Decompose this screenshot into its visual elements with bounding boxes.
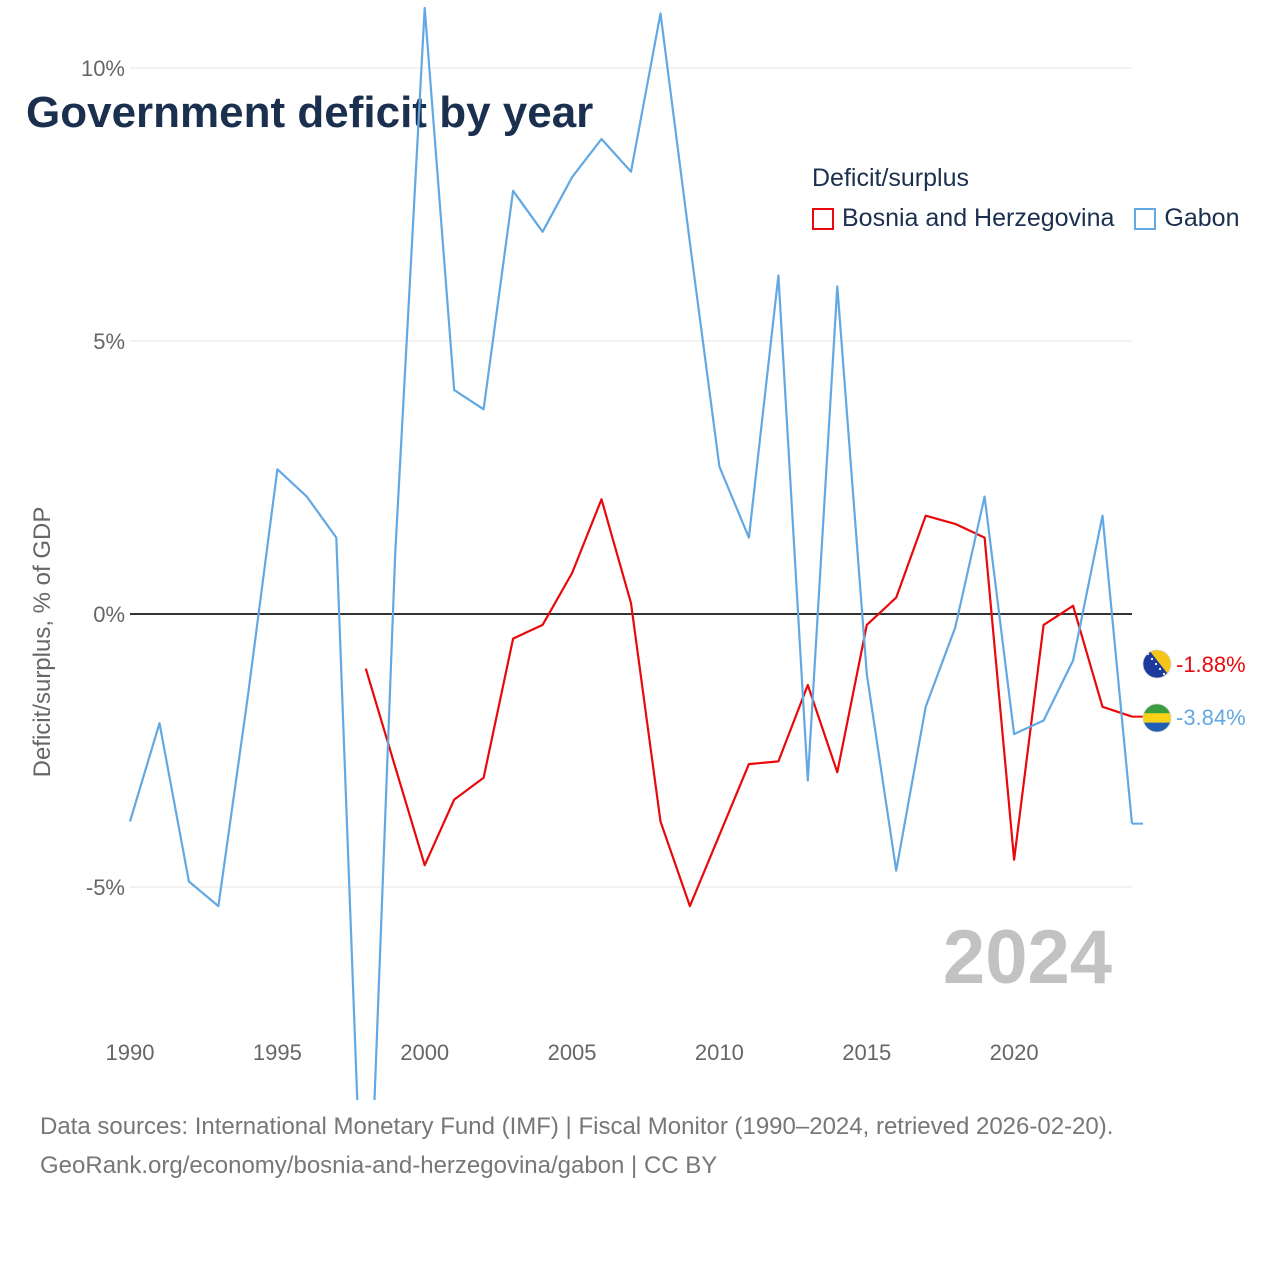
y-tick-label: -5% bbox=[86, 875, 125, 900]
legend: Bosnia and Herzegovina Gabon bbox=[812, 204, 1239, 233]
x-tick-label: 2000 bbox=[400, 1040, 449, 1065]
legend-item-bosnia[interactable]: Bosnia and Herzegovina bbox=[812, 204, 1114, 233]
footer: Data sources: International Monetary Fun… bbox=[40, 1107, 1113, 1185]
series-line-bosnia bbox=[364, 498, 1133, 908]
legend-title: Deficit/surplus bbox=[812, 164, 969, 192]
source-url-text: GeoRank.org/economy/bosnia-and-herzegovi… bbox=[40, 1152, 718, 1179]
chart-title: Government deficit by year bbox=[26, 88, 594, 137]
x-tick-label: 2015 bbox=[842, 1040, 891, 1065]
line-chart: 10%5%0%-5%-10%19901995200020052010201520… bbox=[29, 6, 1246, 1100]
legend-swatch-gabon bbox=[1134, 207, 1157, 230]
x-tick-label: 1990 bbox=[106, 1040, 155, 1065]
end-label-gabon: -3.84% bbox=[1176, 705, 1246, 730]
y-tick-label: 5% bbox=[93, 329, 125, 354]
end-label-bosnia: -1.88% bbox=[1176, 652, 1246, 677]
y-tick-label: 0% bbox=[93, 602, 125, 627]
x-tick-label: 2020 bbox=[990, 1040, 1039, 1065]
x-tick-label: 1995 bbox=[253, 1040, 302, 1065]
year-watermark: 2024 bbox=[943, 915, 1112, 1000]
legend-item-gabon[interactable]: Gabon bbox=[1134, 204, 1239, 233]
y-axis-label: Deficit/surplus, % of GDP bbox=[29, 507, 56, 778]
x-tick-label: 2005 bbox=[548, 1040, 597, 1065]
legend-swatch-bosnia bbox=[812, 207, 834, 230]
legend-label-gabon: Gabon bbox=[1164, 204, 1240, 232]
data-source-text: Data sources: International Monetary Fun… bbox=[40, 1113, 1114, 1140]
y-tick-label: 10% bbox=[81, 56, 125, 81]
x-tick-label: 2010 bbox=[695, 1040, 744, 1065]
bosnia-and-herzegovina-flag-icon bbox=[1143, 650, 1171, 678]
gabon-flag-icon bbox=[1143, 704, 1171, 732]
series-line-gabon bbox=[128, 6, 1134, 1100]
legend-label-bosnia: Bosnia and Herzegovina bbox=[842, 204, 1115, 232]
